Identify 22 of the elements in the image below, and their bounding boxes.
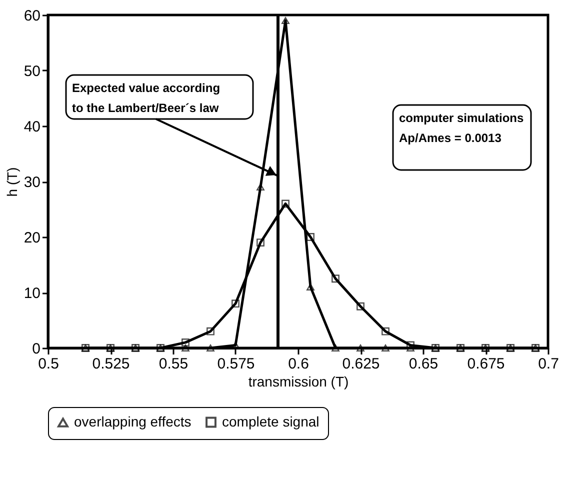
x-tick-label: 0.5: [38, 356, 59, 372]
x-tick-label: 0.575: [217, 356, 255, 372]
x-tick-label: 0.65: [408, 356, 438, 372]
y-tick-label: 40: [24, 118, 40, 136]
x-axis-title: transmission (T): [248, 374, 349, 390]
legend-label: overlapping effects: [74, 414, 192, 430]
y-axis-title: h (T): [4, 167, 20, 197]
x-tick-label: 0.7: [538, 356, 559, 372]
x-tick-label: 0.55: [158, 356, 188, 372]
y-tick-label: 20: [24, 230, 40, 246]
annotation: Expected value according to the Lambert/Beer´s law: [72, 81, 220, 115]
legend-label: complete signal: [222, 413, 320, 430]
x-tick-label: 0.6: [288, 356, 309, 372]
x-tick-label: 0.625: [342, 356, 380, 372]
x-tick-label: 0.675: [467, 356, 505, 372]
annotation: computer simulations Ap/Ames = 0.0013: [399, 111, 524, 145]
y-tick-label: 50: [24, 63, 40, 80]
y-tick-label: 30: [24, 174, 40, 191]
y-tick-label: 10: [24, 285, 40, 302]
y-tick-label: 60: [24, 8, 40, 24]
x-tick-label: 0.525: [92, 356, 130, 372]
y-tick-label: 0: [32, 340, 40, 358]
